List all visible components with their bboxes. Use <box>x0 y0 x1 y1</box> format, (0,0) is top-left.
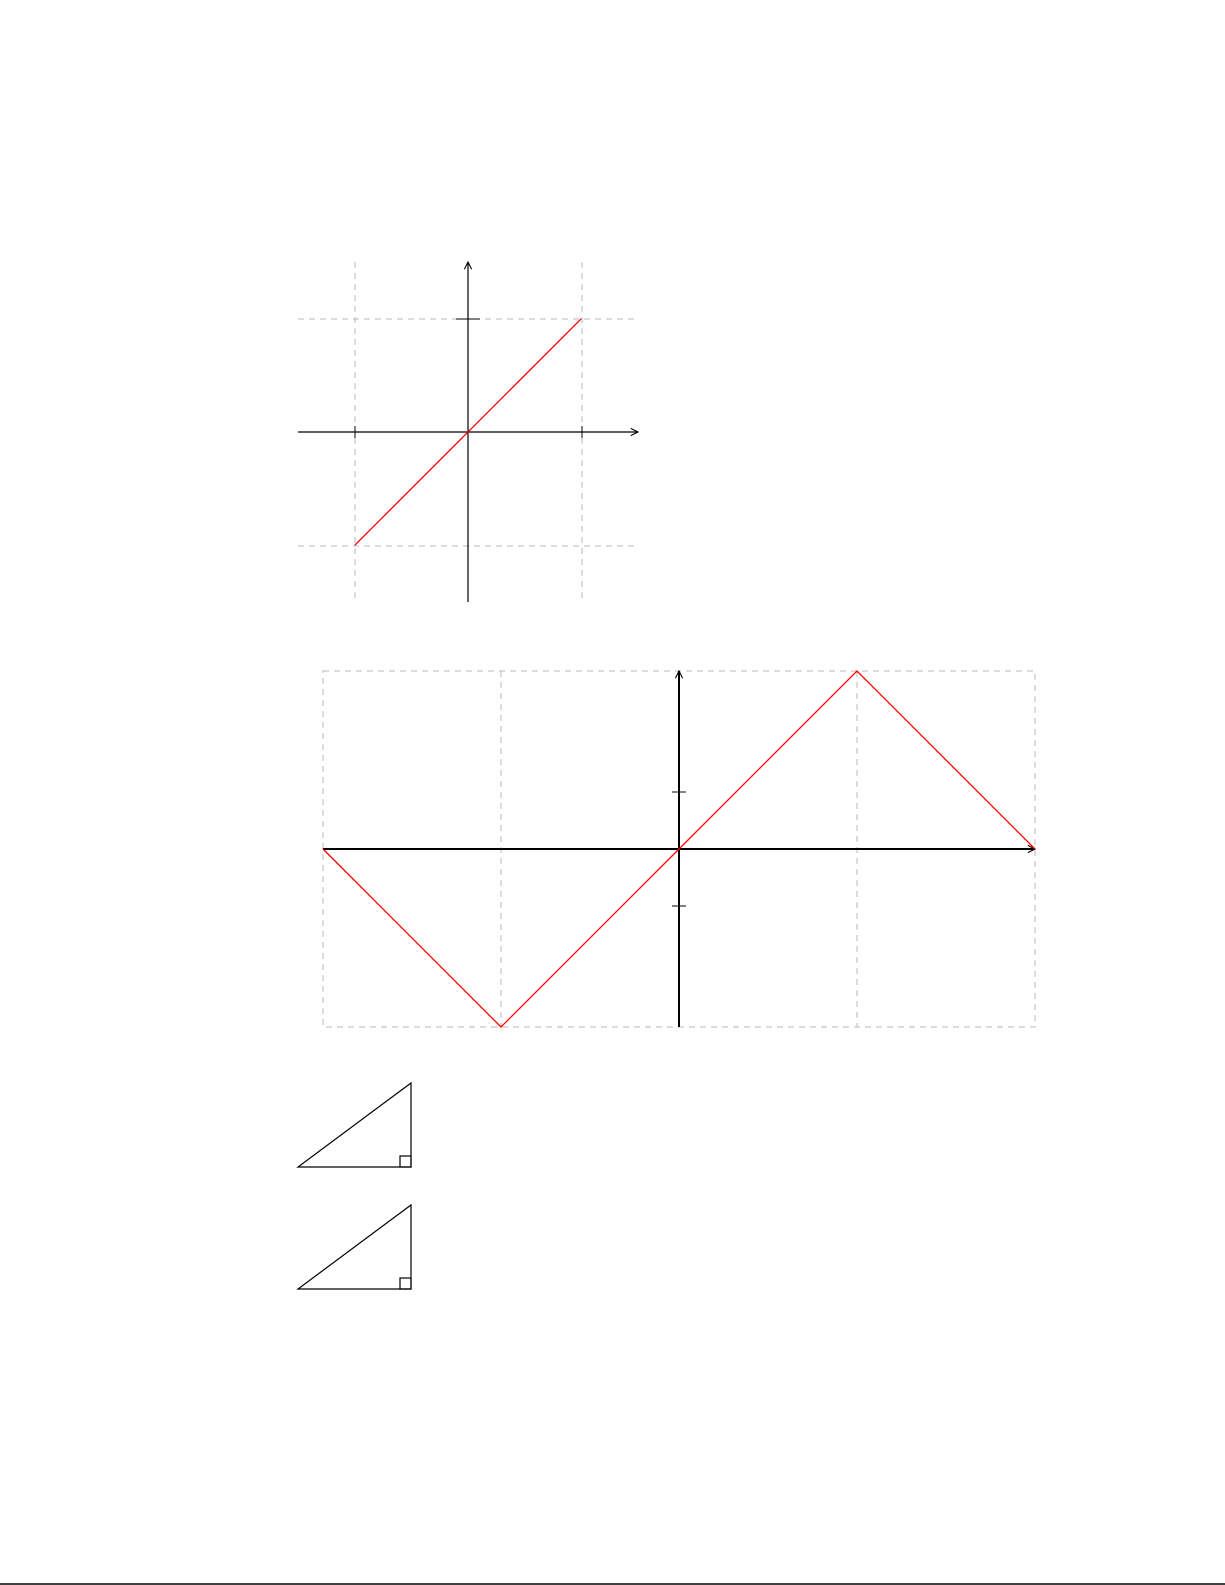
triangle-wave-plot <box>322 670 1036 1028</box>
triangle-wave-series <box>322 670 1036 1028</box>
axis-ticks <box>672 791 686 907</box>
triangle-outline <box>296 1081 412 1168</box>
right-triangle-lower <box>296 1203 412 1290</box>
axis-ticks <box>354 318 583 438</box>
identity-line-plot <box>298 262 638 602</box>
identity-line-series <box>354 318 582 546</box>
triangle-outline <box>296 1203 412 1290</box>
right-angle-marker <box>399 1277 412 1290</box>
right-angle-marker <box>399 1155 412 1168</box>
right-triangle-upper <box>296 1081 412 1168</box>
